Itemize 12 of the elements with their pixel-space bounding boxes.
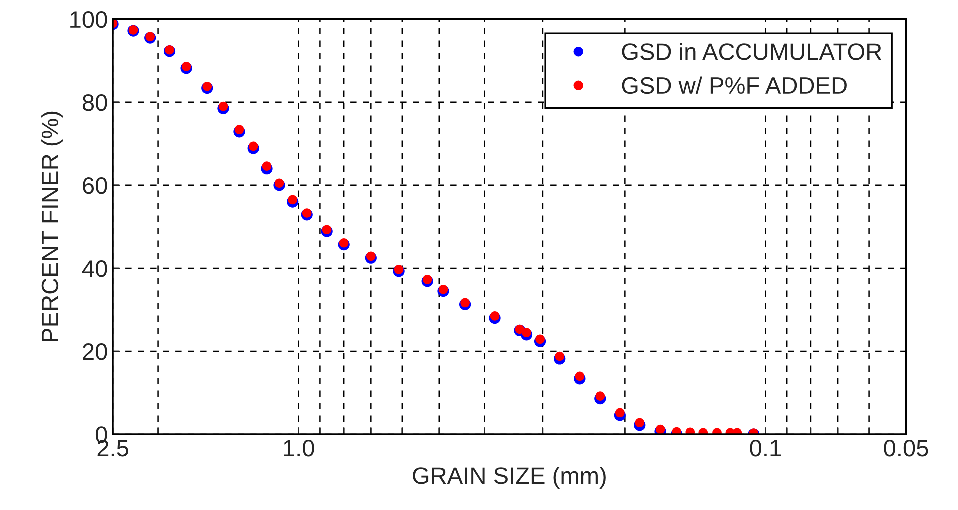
x-axis-title: GRAIN SIZE (mm): [413, 466, 606, 489]
legend-label: GSD w/ P%F ADDED: [622, 76, 847, 94]
y-tick-label: 20: [83, 344, 108, 360]
y-tick-label: 40: [82, 260, 108, 278]
y-axis-title: PERCENT FINER (%): [41, 112, 64, 342]
y-tick-label: 100: [70, 11, 108, 28]
legend-label: GSD in ACCUMULATOR: [622, 42, 882, 60]
y-tick-label: 80: [82, 94, 108, 112]
y-tick-label: 60: [83, 178, 108, 194]
x-tick-label: 0.1: [750, 440, 781, 457]
x-tick-label: 0.05: [884, 440, 928, 457]
x-tick-label: 1.0: [284, 440, 314, 457]
